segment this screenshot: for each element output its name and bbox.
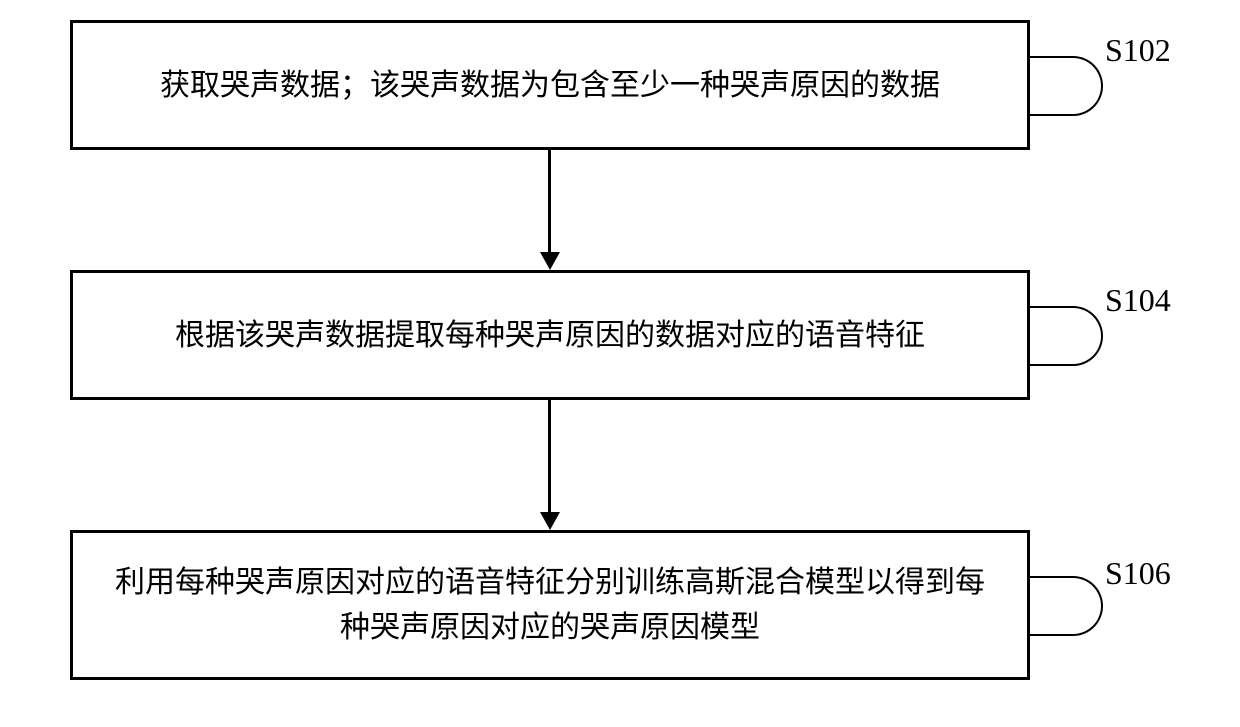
arrow-head-1 bbox=[540, 252, 560, 270]
arrow-line-2 bbox=[548, 400, 551, 512]
step-label-s106: S106 bbox=[1105, 555, 1171, 592]
arrow-line-1 bbox=[548, 150, 551, 252]
step-label-s104: S104 bbox=[1105, 282, 1171, 319]
connector-s104 bbox=[1028, 306, 1103, 366]
connector-s106 bbox=[1028, 576, 1103, 636]
flow-step-s102: 获取哭声数据；该哭声数据为包含至少一种哭声原因的数据 bbox=[70, 20, 1030, 150]
flow-step-s104: 根据该哭声数据提取每种哭声原因的数据对应的语音特征 bbox=[70, 270, 1030, 400]
connector-s102 bbox=[1028, 56, 1103, 116]
step-label-s102: S102 bbox=[1105, 32, 1171, 69]
flow-step-text: 获取哭声数据；该哭声数据为包含至少一种哭声原因的数据 bbox=[160, 63, 940, 108]
arrow-head-2 bbox=[540, 512, 560, 530]
flow-step-text: 根据该哭声数据提取每种哭声原因的数据对应的语音特征 bbox=[175, 313, 925, 358]
flow-step-s106: 利用每种哭声原因对应的语音特征分别训练高斯混合模型以得到每种哭声原因对应的哭声原… bbox=[70, 530, 1030, 680]
flow-step-text: 利用每种哭声原因对应的语音特征分别训练高斯混合模型以得到每种哭声原因对应的哭声原… bbox=[103, 560, 997, 650]
